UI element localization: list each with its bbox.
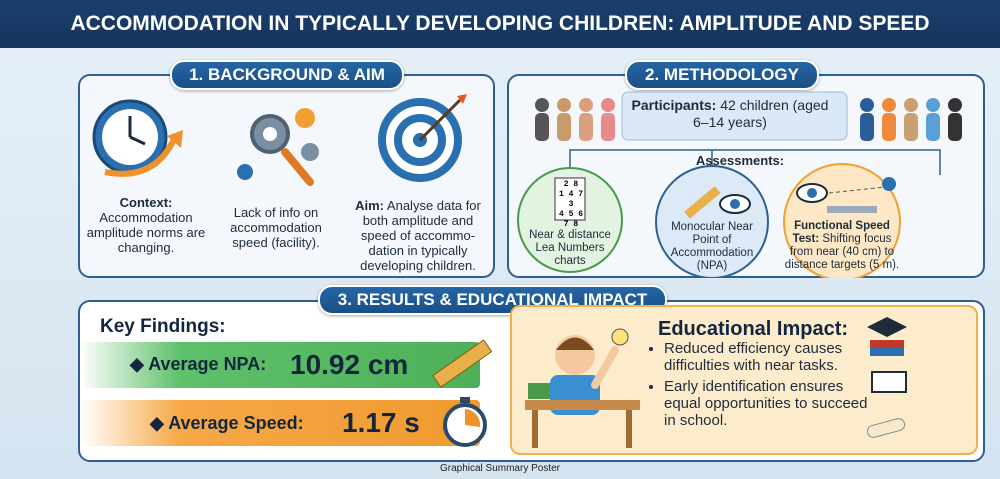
lea-chart: 2 8 1 4 7 3 4 5 6 7 8 bbox=[556, 180, 586, 230]
impact-list: Reduced efficiency causes difficulties w… bbox=[648, 340, 879, 429]
section-heading: 3. RESULTS & EDUCATIONAL IMPACT bbox=[318, 285, 667, 315]
child-illustration bbox=[525, 328, 640, 448]
context-label: Context: bbox=[119, 195, 173, 210]
impact-bullet: Early identification ensures equal oppor… bbox=[664, 378, 879, 429]
assessment-item: Monocular Near Point of Accommodation (N… bbox=[670, 221, 754, 272]
npa-banner: ◆ Average NPA: 10.92 cm bbox=[80, 342, 480, 388]
speed-test-text: Shifting focus from near (40 cm) to dist… bbox=[784, 233, 900, 271]
aim-text: Analyse data for both amplitude and spee… bbox=[360, 198, 481, 273]
speed-label: ◆ Average Speed: bbox=[150, 413, 304, 433]
impact-icons bbox=[866, 317, 907, 438]
context: Context: Accommodation amplitude norms ar… bbox=[86, 195, 206, 255]
participants: Participants: 42 children (aged 6–14 yea… bbox=[625, 97, 835, 131]
speed-label-text: Average Speed: bbox=[168, 413, 304, 433]
ruler-icon bbox=[432, 339, 492, 388]
gap-text: Lack of info on accommodation speed (fac… bbox=[230, 205, 322, 250]
key-findings: Key Findings: bbox=[100, 316, 226, 337]
npa-label-text: Average NPA: bbox=[148, 354, 267, 374]
speed-banner: ◆ Average Speed: 1.17 s bbox=[80, 400, 480, 446]
chart-row: 4 5 6 bbox=[558, 210, 583, 219]
footer-caption: Graphical Summary Poster bbox=[439, 463, 561, 474]
speed-value: 1.17 s bbox=[342, 407, 420, 438]
participants-label: Participants: bbox=[631, 97, 717, 113]
chart-row: 7 8 bbox=[563, 220, 579, 229]
assessment-item: Near & distance Lea Numbers charts bbox=[529, 229, 611, 267]
chart-row: 1 4 7 3 bbox=[558, 190, 583, 209]
speed-test: Functional Speed Test: Shifting focus fr… bbox=[780, 220, 904, 272]
context-text: Accommodation amplitude norms are changi… bbox=[86, 210, 206, 255]
impact-bullet: Reduced efficiency causes difficulties w… bbox=[664, 340, 879, 374]
npa-label: ◆ Average NPA: bbox=[130, 354, 267, 374]
background-icons bbox=[92, 94, 467, 186]
npa-value: 10.92 cm bbox=[290, 349, 409, 380]
stopwatch-icon bbox=[443, 397, 487, 447]
speed-test-label: Functional Speed Test: bbox=[792, 220, 890, 245]
section-heading: 2. METHODOLOGY bbox=[625, 60, 819, 90]
aim: Aim: Analyse data for both amplitude and… bbox=[346, 198, 490, 273]
section-heading: 1. BACKGROUND & AIM bbox=[170, 60, 404, 90]
assessments-label: Assessments: bbox=[695, 153, 785, 168]
chart-row: 2 8 bbox=[563, 180, 579, 189]
aim-label: Aim: bbox=[355, 198, 385, 213]
title: ACCOMMODATION IN TYPICALLY DEVELOPING CH… bbox=[0, 0, 1000, 48]
methodology-graphics bbox=[517, 91, 962, 278]
impact-title: Educational Impact: bbox=[658, 318, 849, 340]
participants-text: 42 children (aged 6–14 years) bbox=[693, 97, 829, 130]
